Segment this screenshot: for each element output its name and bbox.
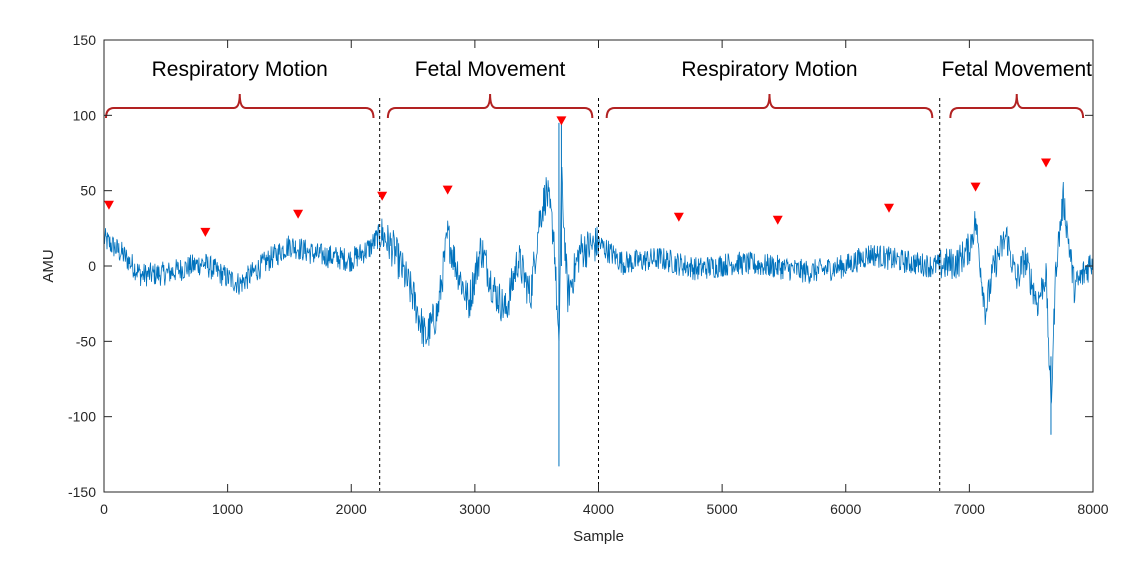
segment-brace bbox=[605, 93, 934, 119]
segment-brace bbox=[105, 93, 375, 119]
peak-marker bbox=[200, 227, 211, 237]
segment-label: Fetal Movement bbox=[415, 58, 566, 81]
segment-braces bbox=[105, 93, 1085, 119]
peak-markers bbox=[103, 116, 1052, 237]
x-tick-label: 5000 bbox=[707, 501, 738, 517]
segment-brace bbox=[949, 93, 1085, 119]
y-tick-label: 100 bbox=[73, 107, 97, 123]
segment-label: Respiratory Motion bbox=[152, 58, 328, 81]
peak-marker bbox=[293, 209, 304, 219]
x-tick-label: 7000 bbox=[954, 501, 985, 517]
segment-brace bbox=[386, 93, 594, 119]
peak-marker bbox=[970, 182, 981, 192]
x-tick-label: 2000 bbox=[336, 501, 367, 517]
peak-marker bbox=[884, 203, 895, 213]
segment-label: Fetal Movement bbox=[941, 58, 1092, 81]
signal-line-group bbox=[103, 121, 1094, 467]
peak-marker bbox=[772, 215, 783, 225]
y-axis-title: AMU bbox=[40, 249, 57, 282]
peak-marker bbox=[1041, 158, 1052, 168]
x-tick-label: 6000 bbox=[830, 501, 861, 517]
peak-marker bbox=[103, 200, 114, 210]
segment-label: Respiratory Motion bbox=[681, 58, 857, 81]
x-tick-label: 8000 bbox=[1077, 501, 1108, 517]
x-axis-title: Sample bbox=[573, 528, 624, 545]
peak-marker bbox=[377, 191, 388, 201]
y-tick-label: 50 bbox=[80, 183, 96, 199]
y-tick-label: -150 bbox=[68, 484, 96, 500]
peak-marker bbox=[442, 185, 453, 195]
peak-marker bbox=[556, 116, 567, 126]
peak-marker bbox=[673, 212, 684, 222]
x-tick-label: 0 bbox=[100, 501, 108, 517]
signal-line bbox=[103, 166, 1094, 405]
y-tick-label: 150 bbox=[73, 32, 97, 48]
x-tick-label: 1000 bbox=[212, 501, 243, 517]
y-tick-label: -50 bbox=[76, 333, 96, 349]
x-tick-label: 4000 bbox=[583, 501, 614, 517]
x-tick-label: 3000 bbox=[459, 501, 490, 517]
axes: 0 1000 2000 3000 4000 5000 6000 7000 8000-150-10… bbox=[68, 32, 1109, 517]
y-tick-label: 0 bbox=[88, 258, 96, 274]
y-tick-label: -100 bbox=[68, 409, 96, 425]
